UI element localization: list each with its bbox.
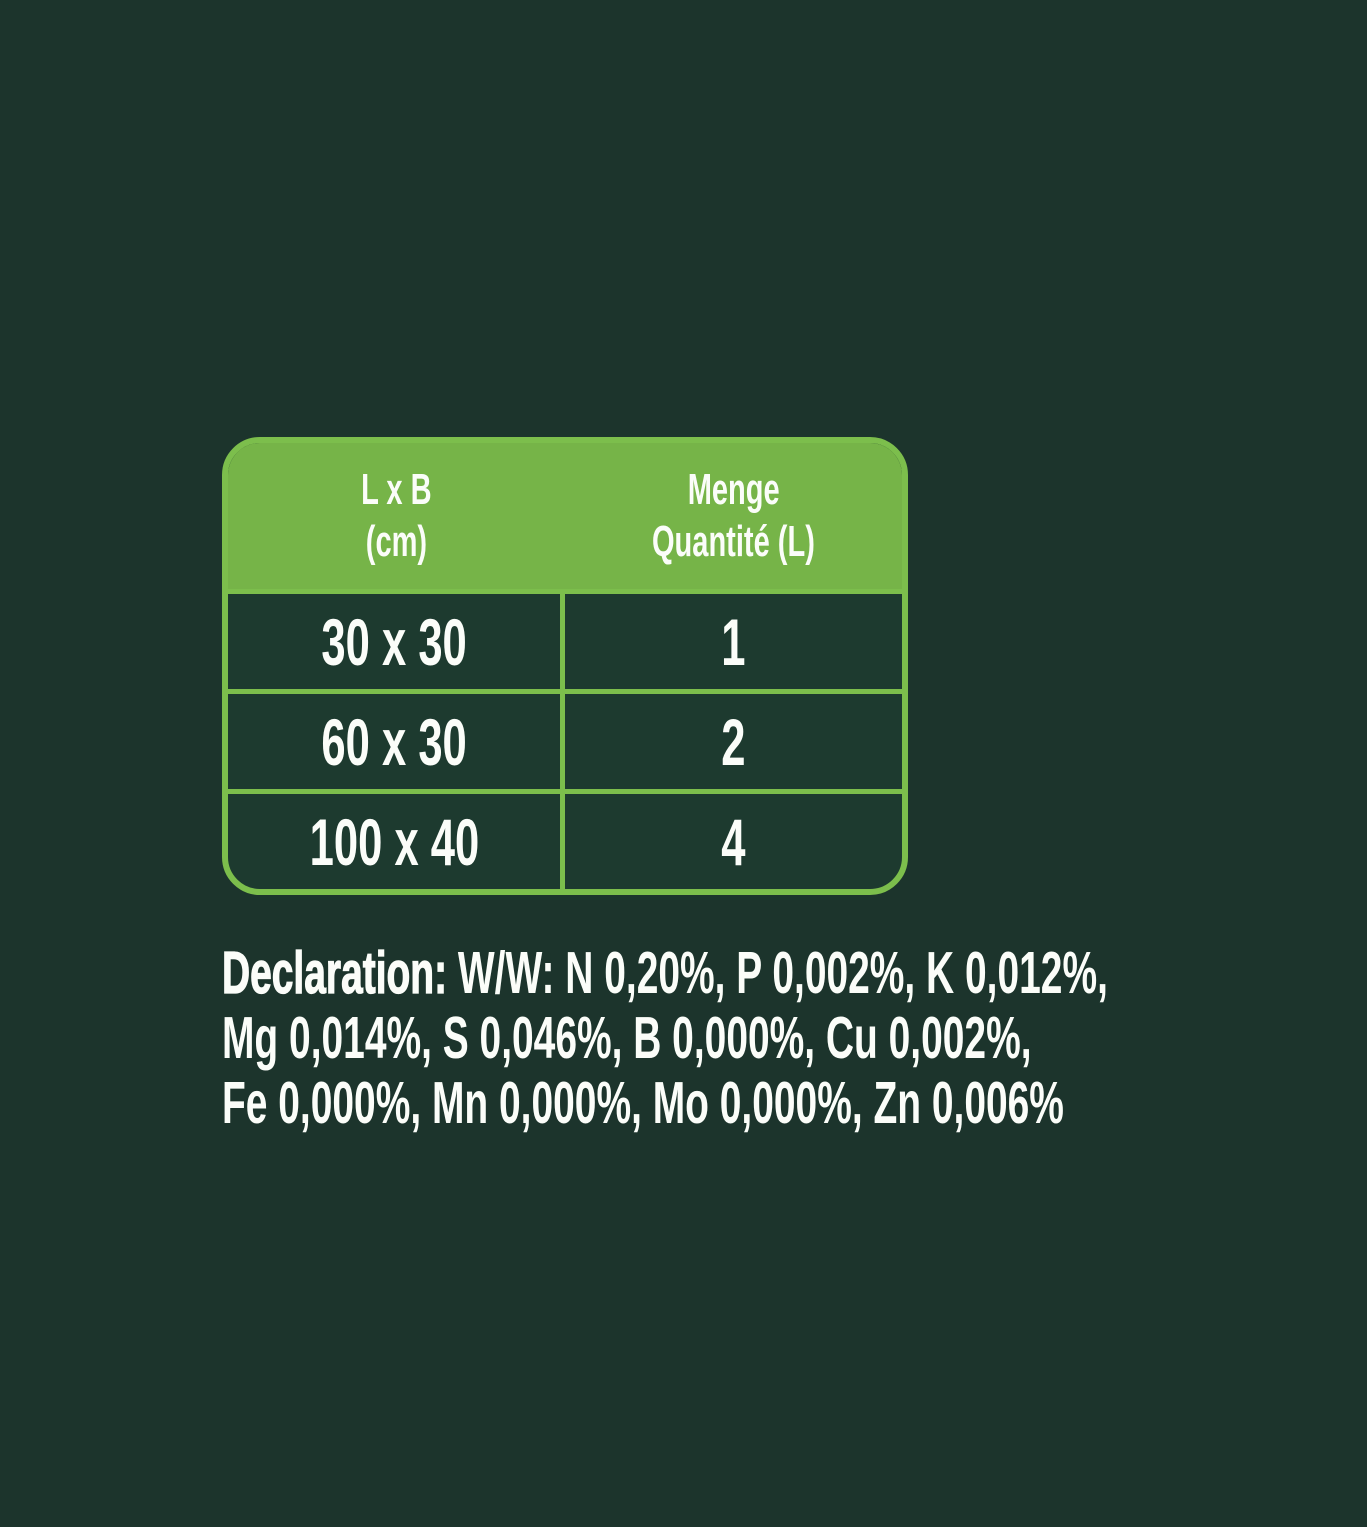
quantity-value: 2 [721,704,746,779]
table-header-size: L x B (cm) [228,443,565,589]
header-size-line2: (cm) [365,517,428,566]
size-value: 60 x 30 [321,704,467,779]
table-header-row: L x B (cm) Menge Quantité (L) [228,443,902,589]
declaration-line-2: Mg 0,014%, S 0,046%, B 0,000%, Cu 0,002%… [222,1005,1032,1071]
table-row: 60 x 30 2 [228,689,902,789]
cell-quantity: 1 [565,594,902,689]
size-value: 30 x 30 [321,604,467,679]
cell-quantity: 2 [565,694,902,789]
declaration-line1-rest: W/W: N 0,20%, P 0,002%, K 0,012%, [447,940,1108,1006]
table-header-quantity: Menge Quantité (L) [565,443,902,589]
declaration-text: Declaration: W/W: N 0,20%, P 0,002%, K 0… [222,940,1367,1136]
cell-size: 100 x 40 [228,794,565,889]
declaration-label: Declaration: [222,940,448,1006]
size-value: 100 x 40 [309,804,479,879]
quantity-value: 1 [721,604,746,679]
header-size-line1: L x B [361,465,432,514]
declaration-line-1: Declaration: W/W: N 0,20%, P 0,002%, K 0… [222,940,1367,1006]
size-quantity-table: L x B (cm) Menge Quantité (L) 30 x 30 1 … [222,437,908,895]
header-quantity-line2: Quantité (L) [652,517,815,566]
cell-quantity: 4 [565,794,902,889]
table-row: 100 x 40 4 [228,789,902,889]
declaration-line-3: Fe 0,000%, Mn 0,000%, Mo 0,000%, Zn 0,00… [222,1070,1064,1136]
table-row: 30 x 30 1 [228,589,902,689]
cell-size: 30 x 30 [228,594,565,689]
quantity-value: 4 [721,804,746,879]
header-quantity-line1: Menge [687,465,780,514]
cell-size: 60 x 30 [228,694,565,789]
